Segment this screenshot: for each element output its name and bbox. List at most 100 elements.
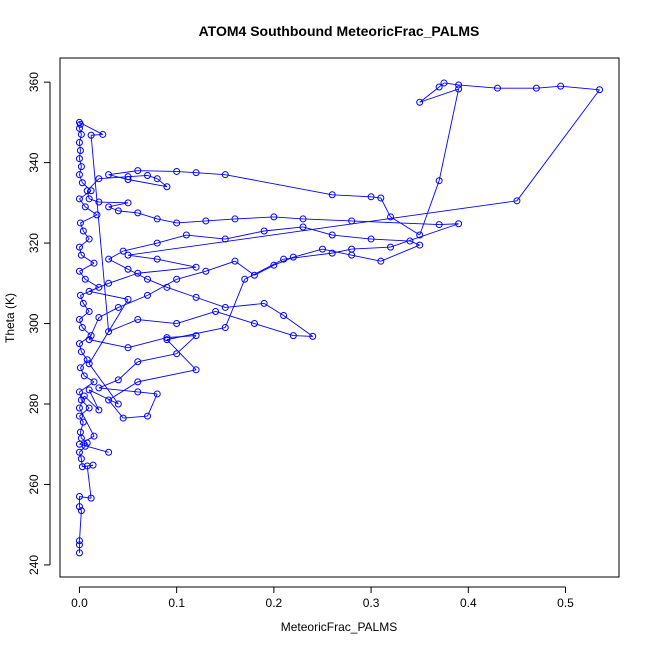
data-point bbox=[87, 187, 95, 195]
series-line-segment bbox=[419, 88, 459, 103]
data-point bbox=[318, 245, 326, 253]
series-line-segment bbox=[137, 170, 177, 172]
data-point bbox=[153, 255, 161, 263]
y-tick-label: 340 bbox=[27, 152, 41, 172]
series-line-segment bbox=[108, 272, 138, 284]
series-line-segment bbox=[79, 445, 86, 453]
series-line-segment bbox=[234, 216, 274, 220]
data-series bbox=[75, 79, 604, 557]
data-point bbox=[377, 257, 385, 265]
series-line-segment bbox=[409, 240, 420, 246]
series-line-segment bbox=[79, 496, 92, 499]
data-point bbox=[76, 364, 84, 372]
data-point bbox=[221, 235, 229, 243]
series-line-segment bbox=[127, 200, 517, 256]
data-point bbox=[134, 269, 142, 277]
series-line-segment bbox=[98, 379, 119, 389]
data-point bbox=[75, 541, 83, 549]
series-line-segment bbox=[196, 172, 226, 176]
data-point bbox=[83, 439, 91, 447]
series-line-segment bbox=[560, 85, 600, 91]
series-line-segment bbox=[371, 196, 381, 199]
series-line-segment bbox=[81, 399, 90, 409]
data-point bbox=[406, 237, 414, 245]
data-point bbox=[124, 176, 132, 184]
series-line-segment bbox=[89, 198, 100, 203]
data-point bbox=[134, 209, 142, 217]
data-point bbox=[387, 243, 395, 251]
series-line-segment bbox=[263, 303, 284, 316]
series-line-segment bbox=[166, 327, 226, 341]
series-line-segment bbox=[91, 133, 103, 136]
data-point bbox=[260, 227, 268, 235]
series-line-segment bbox=[98, 387, 138, 393]
data-point bbox=[377, 194, 385, 202]
data-point bbox=[367, 235, 375, 243]
data-point bbox=[77, 348, 85, 356]
series-line-segment bbox=[88, 389, 119, 405]
data-point bbox=[75, 171, 83, 179]
data-point bbox=[163, 334, 171, 342]
data-point bbox=[85, 287, 93, 295]
data-point bbox=[77, 507, 85, 515]
data-point bbox=[85, 386, 93, 394]
data-point bbox=[270, 213, 278, 221]
data-point bbox=[79, 227, 87, 235]
data-point bbox=[75, 503, 83, 511]
data-point bbox=[114, 303, 122, 311]
series-line-segment bbox=[79, 198, 86, 208]
data-point bbox=[95, 384, 103, 392]
data-point bbox=[455, 220, 463, 228]
series-line-segment bbox=[98, 307, 119, 318]
data-point bbox=[75, 448, 83, 456]
data-point bbox=[532, 84, 540, 92]
data-point bbox=[75, 412, 83, 420]
data-point bbox=[143, 275, 151, 283]
data-point bbox=[76, 219, 84, 227]
data-point bbox=[280, 255, 288, 263]
series-line-segment bbox=[137, 353, 177, 363]
data-point bbox=[455, 85, 463, 93]
data-point bbox=[387, 213, 395, 221]
data-point bbox=[328, 231, 336, 239]
series-line-segment bbox=[156, 178, 168, 188]
data-point bbox=[78, 324, 86, 332]
series-line-segment bbox=[147, 393, 158, 417]
series-line-segment bbox=[79, 407, 90, 417]
series-line-segment bbox=[127, 268, 148, 280]
series-line-segment bbox=[303, 218, 352, 222]
data-point bbox=[153, 239, 161, 247]
series-line-segment bbox=[79, 262, 95, 272]
series-line-segment bbox=[98, 201, 129, 204]
data-point bbox=[289, 332, 297, 340]
series-line-segment bbox=[516, 89, 600, 202]
series-line-segment bbox=[351, 254, 381, 262]
data-point bbox=[105, 279, 113, 287]
series-line-segment bbox=[205, 218, 236, 222]
data-point bbox=[80, 372, 88, 380]
data-point bbox=[85, 360, 93, 368]
series-line-segment bbox=[80, 458, 83, 467]
data-point bbox=[299, 215, 307, 223]
data-point bbox=[105, 171, 113, 179]
series-line-segment bbox=[127, 254, 158, 260]
data-point bbox=[119, 414, 127, 422]
data-point bbox=[75, 195, 83, 203]
y-tick-label: 280 bbox=[27, 394, 41, 414]
series-line-segment bbox=[108, 319, 138, 332]
data-point bbox=[153, 215, 161, 223]
data-point bbox=[173, 219, 181, 227]
chart-title: ATOM4 Southbound MeteoricFrac_PALMS bbox=[199, 23, 480, 39]
series-line-segment bbox=[176, 335, 197, 355]
series-line-segment bbox=[78, 150, 81, 159]
series-line-segment bbox=[166, 339, 197, 371]
data-point bbox=[87, 494, 95, 502]
data-point bbox=[79, 418, 87, 426]
data-point bbox=[75, 404, 83, 412]
series-line-segment bbox=[390, 216, 420, 236]
data-point bbox=[83, 356, 91, 364]
data-point bbox=[85, 235, 93, 243]
data-point bbox=[299, 223, 307, 231]
data-point bbox=[328, 249, 336, 257]
